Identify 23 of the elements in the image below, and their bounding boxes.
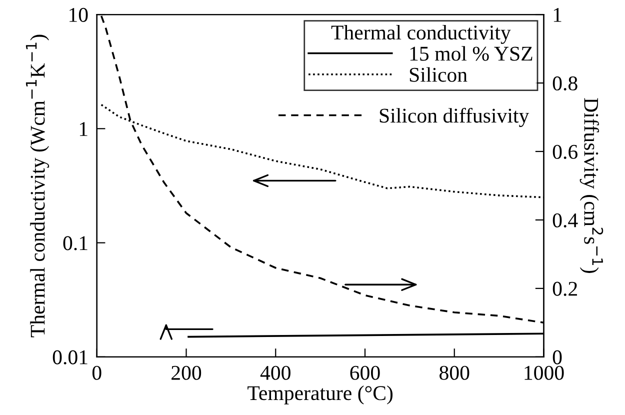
y-tick-label: 10: [70, 8, 88, 22]
y-axis-title: Thermal conductivity (Wcm$^{−1}$K$^{−1}$): [26, 34, 50, 338]
y-tick-label: 0.1: [63, 236, 88, 250]
legend-label: Silicon: [410, 67, 468, 82]
legend-label: 15 mol % YSZ: [410, 46, 532, 61]
legend-label: Silicon diffusivity: [380, 108, 530, 128]
y-tick-label: 1: [80, 122, 88, 136]
y-tick-label: 0.01: [52, 350, 88, 364]
x-tick-label: 600: [350, 366, 380, 380]
x-tick-label: 800: [440, 366, 470, 380]
x-tick-label: 400: [260, 366, 290, 380]
y2-tick-label: 1: [554, 8, 562, 22]
x-tick-label: 0: [92, 366, 102, 380]
y2-tick-label: 0.6: [552, 144, 578, 159]
y2-tick-label: 0.4: [552, 213, 578, 228]
y2-tick-label: 0.2: [552, 282, 577, 296]
y2-tick-label: 0: [552, 350, 562, 364]
x-axis-title: Temperature (°C): [248, 386, 393, 404]
x-tick-label: 200: [172, 366, 202, 380]
y2-tick-label: 0.8: [552, 76, 578, 91]
y2-axis-title: Diffusivity (cm$^{2}$s$^{−1}$): [580, 98, 604, 273]
x-tick-label: 1000: [524, 366, 564, 380]
legend-title: Thermal conductivity: [331, 24, 511, 44]
